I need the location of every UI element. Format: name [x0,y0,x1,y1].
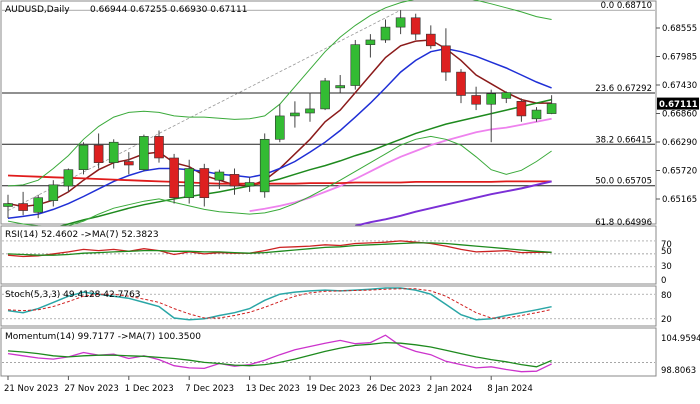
x-tick-label: 7 Dec 2023 [185,384,234,394]
x-tick-label: 27 Nov 2023 [64,384,118,394]
candle-down [169,157,179,199]
momentum-y-tick-label: 104.9594 [661,334,700,344]
overlay-bb-lower [7,135,552,228]
candle-down [154,136,164,159]
x-axis: 21 Nov 2023 27 Nov 2023 1 Dec 2023 7 Dec 20… [4,376,533,394]
overlay-ma-300 [355,180,552,227]
rsi-y-tick-label: 30 [661,262,672,272]
rsi-y-tick-label: 70 [661,240,672,250]
candle-up [380,26,391,41]
candle-down [93,144,104,163]
stoch-y-tick-label: 20 [661,315,672,325]
stoch-panel: 80 20 [2,287,672,325]
candle-up [259,138,270,193]
candle-up [78,144,89,170]
rsi-series-rsi-ma [7,242,552,256]
last-price-tag [657,97,699,110]
candle-up [33,197,44,213]
price-y-tick-label: 0.67985 [662,53,697,63]
candle-up [63,169,74,187]
last-price-label: 0.67111 [659,100,698,110]
price-y-tick-label: 0.65165 [662,195,697,205]
momentum-panel-frame [0,327,657,377]
price-y-tick-label: 0.65720 [662,167,697,177]
momentum-panel: 104.9594 98.8063 [2,334,700,376]
candle-down [456,71,466,96]
candle-up [501,92,512,99]
x-tick-label: 1 Dec 2023 [125,384,174,394]
rsi-series-rsi [7,240,552,258]
price-y-tick-label: 0.66290 [662,138,697,148]
stoch-title: Stoch(5,3,3) 49.4128 42.7763 [5,290,140,300]
candle-down [229,174,240,187]
price-y-tick-label: 0.67430 [662,81,697,91]
stoch-panel-frame [0,285,657,327]
candle-down [516,101,527,117]
rsi-y-tick-label: 50 [661,247,672,257]
candle-down [410,17,421,35]
candle-up [274,115,285,140]
x-tick-label: 13 Dec 2023 [246,384,300,394]
candle-up [320,80,330,110]
candle-up [48,184,59,201]
x-tick-label: 21 Nov 2023 [4,384,58,394]
fib-level-label: 0.0 0.68710 [601,1,652,11]
price-panel: 0.68555 0.67985 0.67430 0.66860 0.66290 0.657… [2,0,699,239]
fib-level-label: 38.2 0.66415 [595,135,652,145]
candle-up [139,136,149,170]
x-tick-label: 2 Jan 2024 [427,384,473,394]
candle-up [214,171,225,181]
candle-up [486,93,497,105]
momentum-y-tick-label: 98.8063 [661,366,696,376]
candle-up [184,168,194,199]
candle-up [365,39,376,45]
candle-up [305,108,315,114]
x-tick-label: 26 Dec 2023 [366,384,420,394]
x-tick-label: 8 Jan 2024 [487,384,533,394]
candle-down [18,203,28,211]
candle-down [124,161,134,166]
candle-up [350,44,361,86]
candle-up [335,85,346,89]
candle-up [395,17,406,28]
momentum-title: Momentum(14) 99.7177 ->MA(7) 100.3500 [5,332,201,342]
candle-down [425,33,436,47]
x-tick-label: 19 Dec 2023 [306,384,360,394]
candle-up [108,141,119,163]
overlay-ma-mid [7,47,552,219]
stoch-series-stoch-d [7,288,552,319]
overlay-ma-200 [7,174,552,185]
candle-up [546,103,557,114]
chart-title: AUDUSD,Daily [5,5,70,15]
rsi-title: RSI(14) 52.4602 ->MA(7) 52.3823 [5,230,159,240]
overlay-ma-long [7,98,552,239]
price-y-tick-label: 0.66860 [662,110,697,120]
candle-down [471,95,481,105]
candle-up [290,112,300,117]
fib-level-label: 61.8 0.64996 [595,218,652,228]
ohlc-header: 0.66944 0.67255 0.66930 0.67111 [90,5,247,15]
candle-down [441,45,451,73]
fib-level-label: 23.6 0.67292 [595,84,652,94]
candle-up [244,182,255,187]
stoch-y-tick-label: 80 [661,291,672,301]
momentum-series-momentum-ma [7,341,552,368]
overlay-bb-upper [7,0,552,187]
candle-up [3,203,13,207]
candle-up [531,109,542,120]
rsi-panel-frame [0,225,657,285]
price-y-tick-label: 0.68555 [662,24,697,34]
fib-level-label: 50.0 0.65705 [595,177,652,187]
channel-line [7,9,401,211]
rsi-y-tick-label: 0 [661,276,666,286]
candle-down [199,168,210,199]
